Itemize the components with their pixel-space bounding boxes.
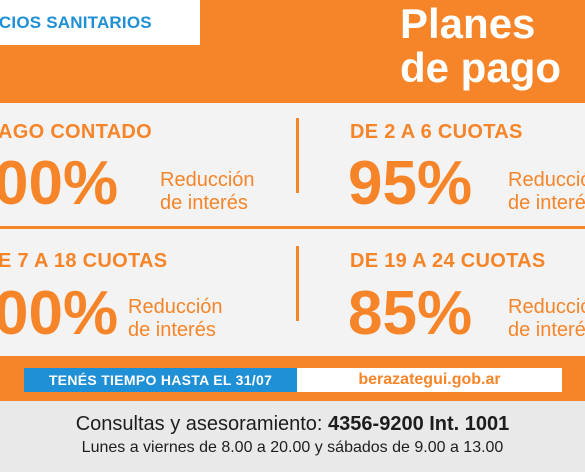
plan-heading-19-24: DE 19 A 24 CUOTAS (350, 250, 546, 272)
plan-description-7-18: Reducción de interés (128, 296, 248, 342)
plan-description-2-6: Reducción de interés (508, 169, 585, 215)
plan-percent-2-6: 95% (348, 149, 473, 218)
desc-line-2: de interés (160, 192, 248, 214)
footer: Consultas y asesoramiento: 4356-9200 Int… (0, 401, 585, 472)
office-hours: Lunes a viernes de 8.00 a 20.00 y sábado… (81, 439, 504, 456)
plan-percent-7-18: 00% (0, 279, 119, 348)
divider-horizontal (0, 226, 585, 229)
plan-percent-19-24: 85% (348, 279, 473, 348)
divider-vertical-top (296, 118, 299, 193)
deadline-badge: TENÉS TIEMPO HASTA EL 31/07 (24, 368, 297, 392)
divider-vertical-bottom (296, 246, 299, 321)
desc-line-1: Reducción (508, 169, 585, 191)
title-line-2: de pago (400, 44, 562, 91)
consult-line: Consultas y asesoramiento: 4356-9200 Int… (0, 413, 585, 436)
page-title: Planes de pago (400, 2, 561, 90)
plan-description-contado: Reducción de interés (160, 169, 280, 215)
title-line-1: Planes (400, 0, 536, 47)
desc-line-2: de interés (508, 319, 585, 341)
plan-heading-2-6: DE 2 A 6 CUOTAS (350, 121, 523, 143)
desc-line-1: Reducción (508, 296, 585, 318)
desc-line-1: Reducción (160, 169, 255, 191)
desc-line-1: Reducción (128, 296, 223, 318)
desc-line-2: de interés (508, 192, 585, 214)
header-banner: ICIOS SANITARIOS (0, 0, 200, 45)
website-link[interactable]: berazategui.gob.ar (297, 368, 562, 392)
desc-line-2: de interés (128, 319, 216, 341)
plan-heading-7-18: E 7 A 18 CUOTAS (0, 250, 168, 272)
plans-grid: AGO CONTADO 00% Reducción de interés DE … (0, 103, 585, 356)
plan-description-19-24: Reducción de interés (508, 296, 585, 342)
plan-percent-contado: 00% (0, 149, 119, 218)
banner-text: ICIOS SANITARIOS (0, 12, 152, 32)
phone-number: 4356-9200 Int. 1001 (328, 413, 510, 435)
info-bar: TENÉS TIEMPO HASTA EL 31/07 berazategui.… (0, 356, 585, 401)
plan-heading-contado: AGO CONTADO (0, 121, 153, 143)
consult-label: Consultas y asesoramiento: (75, 413, 329, 435)
